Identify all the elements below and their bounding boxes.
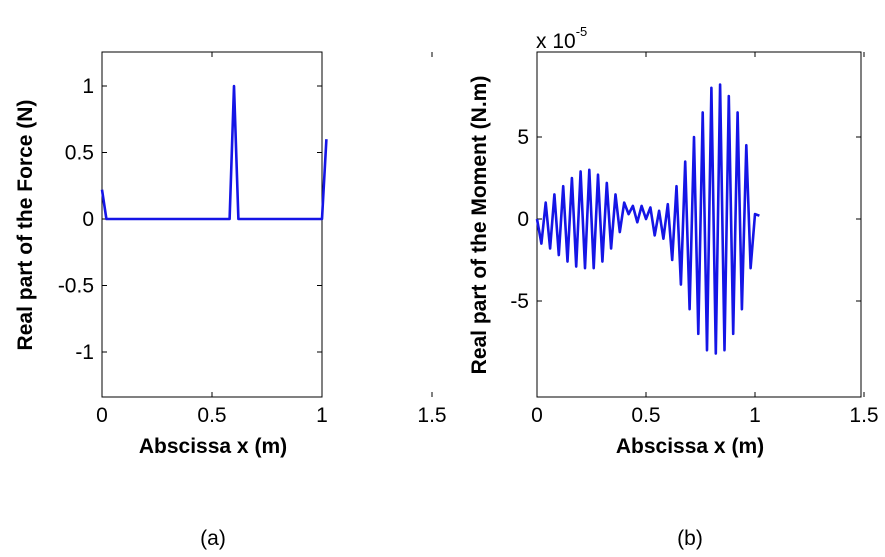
y-multiplier-exponent: -5 [576, 24, 588, 39]
y-tick-label: -1 [75, 341, 94, 364]
caption-a: (a) [200, 527, 226, 550]
caption-b: (b) [677, 527, 703, 550]
x-tick-label: 0.5 [197, 404, 226, 427]
series-force [100, 84, 328, 221]
ticks-moment [536, 52, 865, 397]
plot-area-moment [536, 51, 862, 398]
x-tick-label: 1 [749, 404, 761, 427]
y-multiplier-base: x 10 [536, 30, 576, 53]
y-tick-label: 0 [517, 208, 529, 231]
y-tick-label: 5 [517, 126, 529, 149]
x-tick-label: 0.5 [631, 404, 660, 427]
ticks-force [101, 52, 433, 397]
series-moment [535, 83, 760, 355]
ytick-labels-moment: -5 0 5 [510, 126, 529, 313]
x-tick-label: 1 [316, 404, 328, 427]
series-line-force [100, 84, 328, 221]
x-axis-label-moment: Abscissa x (m) [616, 435, 764, 458]
x-axis-label-force: Abscissa x (m) [139, 435, 287, 458]
x-tick-label: 0 [531, 404, 543, 427]
series-line-moment [535, 83, 760, 355]
y-multiplier: x 10-5 [536, 24, 587, 53]
y-tick-label: 0.5 [65, 142, 94, 165]
x-tick-label: 0 [96, 404, 108, 427]
y-tick-label: -5 [510, 290, 529, 313]
y-axis-label-moment: Real part of the Moment (N.m) [468, 76, 491, 375]
ytick-labels-force: -1 -0.5 0 0.5 1 [58, 75, 94, 364]
y-axis-label-force: Real part of the Force (N) [14, 100, 37, 351]
x-tick-label: 1.5 [849, 404, 878, 427]
y-tick-label: 1 [82, 75, 94, 98]
xtick-labels-force: 0 0.5 1 1.5 [96, 404, 446, 427]
y-tick-label: -0.5 [58, 275, 94, 298]
panel-force: 0 0.5 1 1.5 -1 -0.5 0 0.5 1 Abscissa x (m) Real… [14, 51, 447, 550]
panel-moment: 0 0.5 1 1.5 -505 x 10-5 Abscissa x (m) Real… [468, 24, 879, 550]
plot-area-force [101, 51, 323, 398]
x-tick-label: 1.5 [417, 404, 446, 427]
y-tick-label: 0 [82, 208, 94, 231]
xtick-labels-moment: 0 0.5 1 1.5 [531, 404, 878, 427]
